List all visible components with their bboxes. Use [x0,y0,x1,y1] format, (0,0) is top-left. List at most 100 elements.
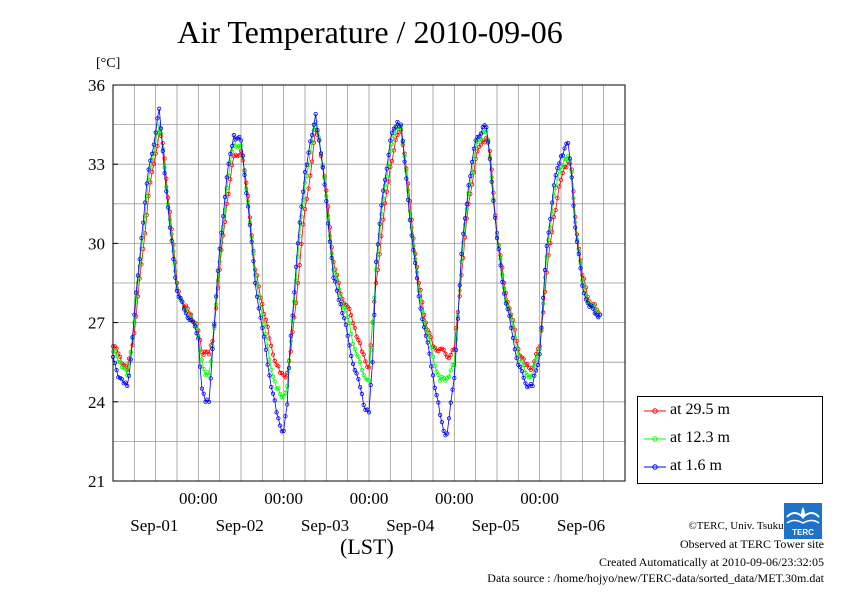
data-point [118,360,123,365]
data-point [283,390,288,395]
data-point [418,306,423,311]
data-point [494,236,500,241]
data-point [514,356,519,361]
x-tick-date-label: Sep-06 [557,516,605,535]
data-point [352,346,357,352]
data-point [269,367,274,372]
data-point [160,148,165,154]
data-point [281,394,286,399]
x-tick-date-label: Sep-01 [130,516,178,535]
data-point [302,170,308,175]
data-point [377,232,382,237]
data-point [384,189,389,194]
data-point [354,371,359,376]
data-point [404,168,409,174]
data-point [532,373,537,378]
data-point [358,359,363,364]
data-point [228,151,233,156]
data-point [338,302,343,307]
data-point [438,412,443,418]
data-point [560,153,565,158]
plot-frame [112,84,626,482]
data-point [422,324,427,330]
data-point [509,317,514,323]
data-point [294,278,299,283]
data-point [206,399,212,404]
data-point [217,259,222,264]
data-point [414,270,420,275]
data-point [466,183,471,188]
data-point [297,263,302,268]
data-point [407,208,412,213]
data-point [560,163,565,168]
data-point [214,294,219,299]
data-point [425,340,430,345]
data-point [420,309,425,314]
data-point [434,348,439,353]
data-point [448,400,453,405]
data-point [288,333,293,338]
data-point [390,159,395,164]
observed-at-text: Observed at TERC Tower site [679,537,824,551]
data-point [486,139,491,144]
data-point [183,311,188,316]
data-point [228,177,233,182]
data-point [153,130,158,135]
data-point [366,378,372,383]
series-1 [110,119,603,400]
data-point [311,122,316,127]
data-point [238,143,244,148]
data-point [555,196,560,201]
data-point [446,356,452,361]
data-point [267,336,272,341]
data-point [550,212,555,217]
data-point [347,306,352,311]
data-point [564,165,569,170]
data-point [162,171,167,176]
x-tick-time-label: 00:00 [179,489,218,508]
terc-logo: TERC [784,503,822,539]
data-point [450,387,455,392]
data-point [278,370,283,375]
data-point [381,188,386,193]
data-point [582,291,587,296]
data-point [242,172,247,178]
data-point [278,391,283,396]
data-point [516,352,521,357]
data-point [222,219,228,224]
data-point [350,361,356,367]
data-point [169,231,174,237]
data-point [158,126,164,131]
data-point [496,247,501,252]
data-point [219,240,224,245]
data-point [503,301,508,306]
data-point [219,230,224,235]
data-point [422,312,427,317]
data-point [265,324,270,329]
data-point [583,297,588,302]
data-point [347,321,352,326]
x-tick-time-label: 00:00 [264,489,303,508]
data-point [537,352,542,357]
data-point [201,391,206,396]
data-point [144,181,149,186]
data-point [281,428,286,433]
data-point [123,380,128,385]
data-point [343,322,348,327]
data-point [361,402,366,408]
data-point [253,272,258,278]
data-point [222,207,228,212]
data-point [363,407,368,412]
data-point [306,150,311,155]
legend: at 29.5 m at 12.3 m at 1.6 m [637,396,823,484]
data-point [574,239,580,244]
data-point [322,176,327,181]
data-point [381,217,386,222]
data-point [208,376,213,381]
data-point [566,140,571,146]
x-axis-label: (LST) [340,534,394,559]
data-point [326,213,331,218]
data-point [519,368,524,374]
data-point [251,251,256,256]
data-point [374,280,379,286]
